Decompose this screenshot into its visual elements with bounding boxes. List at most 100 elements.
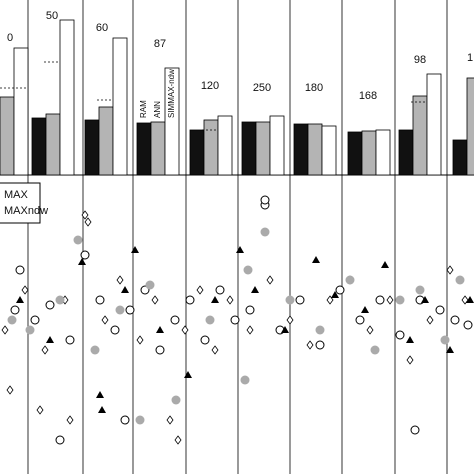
- point: [260, 195, 270, 205]
- bar: [241, 121, 257, 176]
- point: [251, 286, 259, 293]
- legend-box: [0, 182, 41, 224]
- point: [156, 326, 164, 333]
- bar: [0, 96, 15, 176]
- point: [10, 305, 20, 315]
- point: [410, 425, 420, 435]
- bar: [59, 19, 75, 176]
- point: [84, 217, 92, 227]
- column-label: 0: [7, 32, 13, 44]
- column-label: 180: [305, 82, 323, 94]
- column-label: 60: [96, 22, 108, 34]
- point: [205, 315, 215, 325]
- column-label: 168: [359, 90, 377, 102]
- point: [135, 415, 145, 425]
- point: [7, 315, 17, 325]
- point: [446, 346, 454, 353]
- point: [246, 325, 254, 335]
- point: [170, 315, 180, 325]
- legend-label: MAXndw: [4, 205, 48, 217]
- point: [236, 246, 244, 253]
- point: [446, 265, 454, 275]
- point: [315, 325, 325, 335]
- point: [185, 295, 195, 305]
- point: [131, 246, 139, 253]
- point: [370, 345, 380, 355]
- point: [30, 315, 40, 325]
- point: [110, 325, 120, 335]
- point: [174, 435, 182, 445]
- point: [211, 296, 219, 303]
- point: [46, 336, 54, 343]
- point: [415, 285, 425, 295]
- point: [115, 305, 125, 315]
- point: [306, 340, 314, 350]
- point: [25, 325, 35, 335]
- bar: [466, 77, 474, 176]
- point: [466, 296, 474, 303]
- point: [406, 355, 414, 365]
- point: [450, 315, 460, 325]
- point: [136, 335, 144, 345]
- point: [78, 258, 86, 265]
- point: [6, 385, 14, 395]
- bar: [398, 129, 414, 176]
- point: [101, 315, 109, 325]
- point: [395, 330, 405, 340]
- point: [90, 345, 100, 355]
- bar: [45, 113, 61, 176]
- bar: [164, 67, 180, 176]
- bar: [98, 106, 114, 176]
- point: [16, 296, 24, 303]
- point: [240, 375, 250, 385]
- point: [285, 295, 295, 305]
- point: [395, 295, 405, 305]
- point: [245, 305, 255, 315]
- bar: [293, 123, 309, 176]
- bar: [84, 119, 100, 176]
- point: [386, 295, 394, 305]
- point: [455, 275, 465, 285]
- point: [230, 315, 240, 325]
- point: [315, 340, 325, 350]
- bar: [217, 115, 233, 176]
- bar: [321, 125, 337, 176]
- bar: [426, 73, 442, 176]
- point: [461, 295, 469, 305]
- bar: [150, 121, 166, 176]
- bar: [203, 119, 219, 176]
- point: [36, 405, 44, 415]
- point: [440, 335, 450, 345]
- point: [55, 435, 65, 445]
- point: [98, 406, 106, 413]
- point: [121, 286, 129, 293]
- point: [196, 285, 204, 295]
- point: [345, 275, 355, 285]
- point: [184, 371, 192, 378]
- point: [215, 285, 225, 295]
- bar: [269, 115, 285, 176]
- point: [406, 336, 414, 343]
- point: [463, 320, 473, 330]
- point: [116, 275, 124, 285]
- bar: [452, 139, 468, 176]
- point: [331, 291, 339, 298]
- point: [151, 295, 159, 305]
- point: [120, 415, 130, 425]
- point: [41, 345, 49, 355]
- point: [286, 315, 294, 325]
- point: [295, 295, 305, 305]
- point: [45, 300, 55, 310]
- bar: [361, 130, 377, 176]
- point: [381, 261, 389, 268]
- point: [243, 265, 253, 275]
- bar-label: RAM: [139, 100, 148, 118]
- point: [21, 285, 29, 295]
- point: [361, 306, 369, 313]
- point: [281, 326, 289, 333]
- point: [435, 305, 445, 315]
- point: [55, 295, 65, 305]
- point: [200, 335, 210, 345]
- bar: [136, 122, 152, 176]
- point: [366, 325, 374, 335]
